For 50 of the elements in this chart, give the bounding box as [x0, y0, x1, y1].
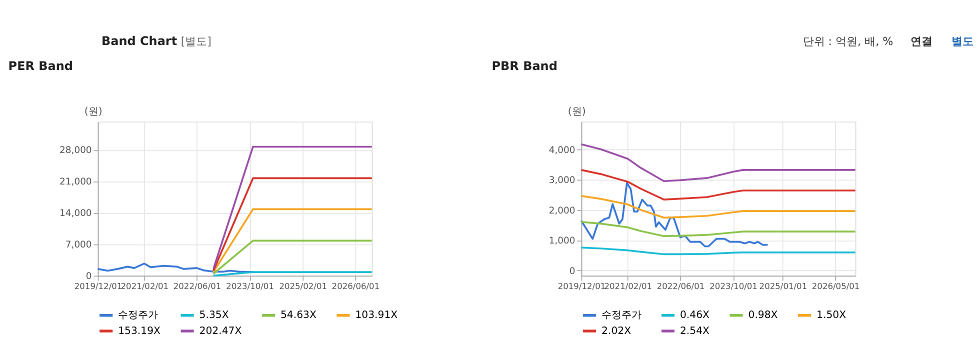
text: 연결 [910, 35, 933, 48]
line-series [580, 195, 856, 219]
x-tick-label: 2021/02/01 [120, 281, 169, 292]
line-series [96, 262, 254, 274]
line-series [580, 182, 769, 248]
legend-label: 103.91X [355, 310, 398, 322]
legend-label: 2.02X [602, 326, 632, 337]
x-tick-label: 2022/06/01 [656, 281, 705, 292]
x-tick-label: 2026/05/01 [812, 281, 860, 292]
chart-title: PBR Band [492, 58, 558, 73]
y-tick-label: 2,000 [548, 205, 576, 216]
y-tick-label: 7,000 [65, 239, 92, 250]
y-tick-label: 21,000 [60, 176, 92, 188]
line-series [580, 246, 856, 256]
y-tick-label: 14,000 [60, 208, 92, 220]
y-tick-label: 4,000 [548, 144, 576, 156]
text: Band Chart [101, 34, 178, 48]
legend-label: 0.46X [680, 310, 710, 322]
legend-label: 2.54X [680, 326, 710, 337]
x-tick-label: 2023/10/01 [710, 281, 758, 292]
legend-label: 54.63X [280, 310, 316, 322]
x-tick-label: 2026/06/01 [332, 281, 380, 292]
line-series [580, 220, 856, 238]
legend-label: 202.47X [199, 326, 242, 337]
line-series [580, 143, 856, 182]
x-tick-label: 2025/01/01 [759, 281, 808, 292]
x-tick-label: 2022/06/01 [173, 281, 222, 292]
y-axis-title: (원) [568, 106, 586, 118]
y-tick-label: 3,000 [548, 175, 576, 186]
x-tick-label: 2025/02/01 [279, 281, 328, 292]
x-tick-label: 2019/12/01 [74, 281, 122, 292]
legend-label: 수정주가 [118, 310, 158, 322]
x-tick-label: 2021/02/01 [604, 281, 652, 292]
y-tick-label: 28,000 [60, 145, 92, 156]
text: [별도] [180, 35, 212, 48]
legend-label: 수정주가 [602, 310, 642, 322]
legend-label: 153.19X [118, 326, 161, 337]
x-tick-label: 2019/12/01 [558, 281, 606, 292]
text: 별도 [951, 35, 974, 48]
x-tick-label: 2023/10/01 [226, 281, 274, 292]
chart-title: PER Band [8, 58, 74, 73]
line-series [580, 169, 856, 200]
y-tick-label: 0 [569, 266, 576, 277]
legend-label: 1.50X [816, 310, 846, 322]
legend-label: 0.98X [748, 310, 778, 322]
y-tick-label: 0 [86, 270, 92, 282]
y-tick-label: 1,000 [548, 236, 576, 247]
legend-label: 5.35X [199, 310, 229, 322]
y-axis-title: (원) [84, 106, 102, 118]
text: 단위 : 억원, 배, % [802, 35, 894, 48]
